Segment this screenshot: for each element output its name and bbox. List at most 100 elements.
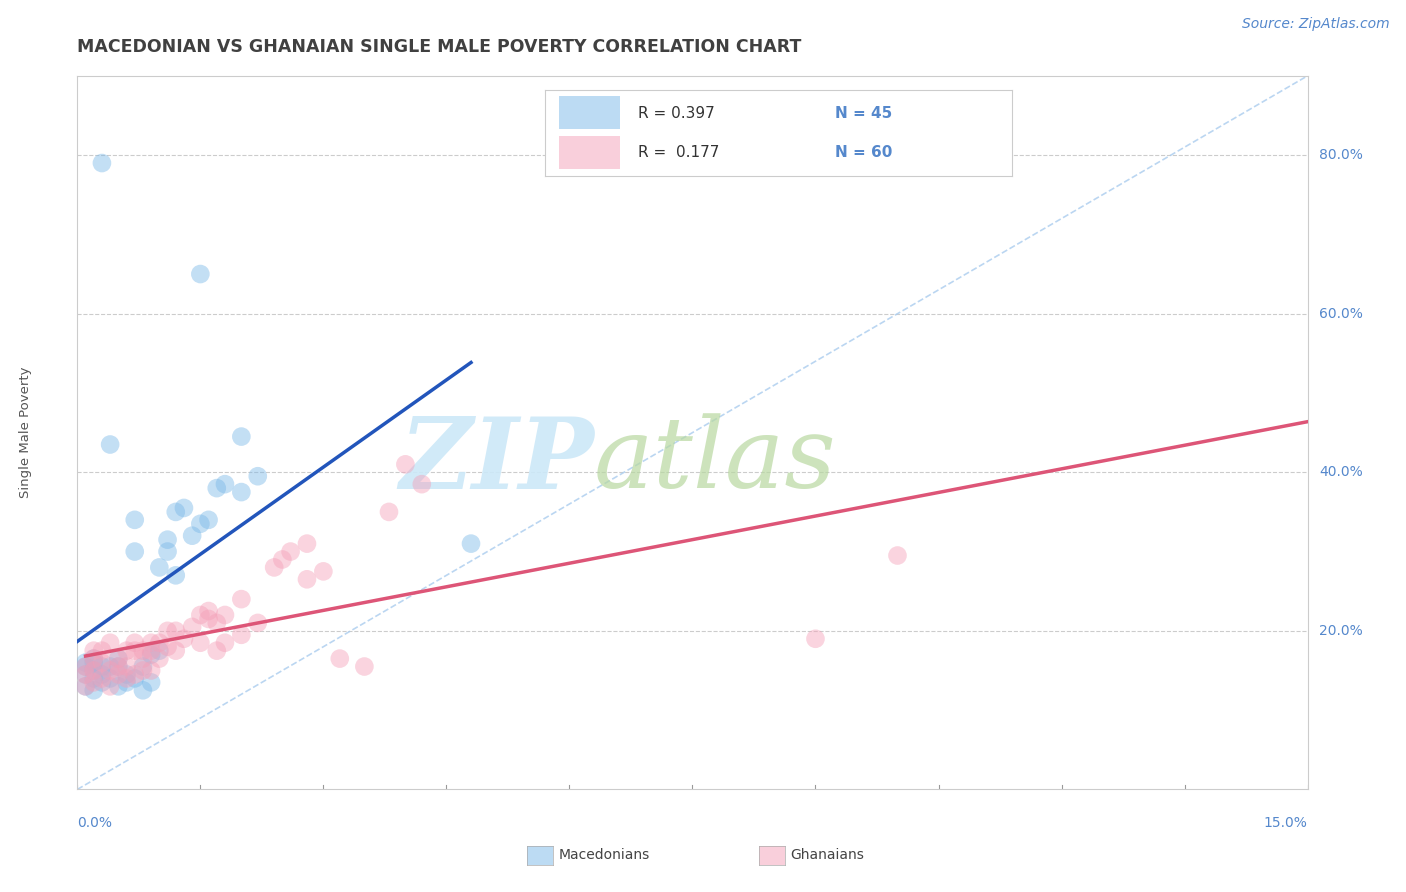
Point xyxy=(115,659,138,673)
Point xyxy=(115,643,138,657)
Point xyxy=(141,675,163,690)
Point xyxy=(98,672,121,686)
Point xyxy=(132,683,155,698)
Point xyxy=(181,529,204,543)
Text: atlas: atlas xyxy=(595,414,837,508)
Point xyxy=(205,643,228,657)
Point xyxy=(107,651,129,665)
Point xyxy=(75,659,97,673)
Point xyxy=(205,481,228,495)
Point xyxy=(156,640,179,654)
Point xyxy=(804,632,827,646)
Text: 40.0%: 40.0% xyxy=(1319,466,1362,479)
Point xyxy=(124,667,146,681)
Text: Single Male Poverty: Single Male Poverty xyxy=(18,367,32,499)
Point xyxy=(353,659,375,673)
Point xyxy=(188,516,212,531)
Point xyxy=(90,659,114,673)
Point xyxy=(280,544,302,558)
Point xyxy=(107,659,129,673)
Text: Macedonians: Macedonians xyxy=(558,847,650,862)
Point xyxy=(75,667,97,681)
Point xyxy=(156,624,179,638)
Point xyxy=(83,664,105,678)
Text: 20.0%: 20.0% xyxy=(1319,624,1362,638)
Point xyxy=(141,648,163,662)
Text: Source: ZipAtlas.com: Source: ZipAtlas.com xyxy=(1241,17,1389,31)
Point xyxy=(141,643,163,657)
Point xyxy=(156,544,179,558)
Point xyxy=(181,620,204,634)
Point xyxy=(83,656,105,670)
Point xyxy=(90,656,114,670)
Point xyxy=(75,679,97,693)
Point xyxy=(124,544,146,558)
Point xyxy=(90,643,114,657)
Text: 60.0%: 60.0% xyxy=(1319,307,1362,321)
Point xyxy=(132,643,155,657)
Point xyxy=(188,636,212,650)
Point xyxy=(214,607,236,622)
Point xyxy=(148,651,170,665)
Point xyxy=(124,513,146,527)
Point xyxy=(886,549,908,563)
Point xyxy=(98,437,121,451)
Point xyxy=(460,536,482,550)
Point xyxy=(165,505,187,519)
Point xyxy=(231,592,253,607)
Point xyxy=(141,664,163,678)
Point xyxy=(246,469,269,483)
Point xyxy=(188,267,212,281)
Point xyxy=(246,615,269,630)
Point xyxy=(197,513,219,527)
Point xyxy=(98,679,121,693)
Point xyxy=(197,604,219,618)
Point xyxy=(329,651,352,665)
Point xyxy=(124,636,146,650)
Point xyxy=(107,659,129,673)
Point xyxy=(148,636,170,650)
Point xyxy=(107,667,129,681)
Point xyxy=(132,659,155,673)
Point xyxy=(115,667,138,681)
Point xyxy=(165,624,187,638)
Point xyxy=(263,560,285,574)
Point xyxy=(173,632,195,646)
Point xyxy=(124,672,146,686)
Point xyxy=(75,656,97,670)
Point xyxy=(90,672,114,686)
Point xyxy=(90,667,114,681)
Point xyxy=(231,485,253,500)
Point xyxy=(83,643,105,657)
Text: 0.0%: 0.0% xyxy=(77,816,112,830)
Point xyxy=(411,477,433,491)
Point xyxy=(75,667,97,681)
Point xyxy=(132,664,155,678)
Point xyxy=(271,552,294,566)
Point xyxy=(231,628,253,642)
Point xyxy=(90,156,114,170)
Point xyxy=(188,607,212,622)
Point xyxy=(197,612,219,626)
Point xyxy=(141,636,163,650)
Point xyxy=(83,651,105,665)
Point xyxy=(148,643,170,657)
Point xyxy=(165,568,187,582)
Point xyxy=(115,672,138,686)
Point xyxy=(394,458,416,472)
Point xyxy=(165,643,187,657)
Point xyxy=(115,675,138,690)
Point xyxy=(107,679,129,693)
Point xyxy=(231,429,253,443)
Text: Ghanaians: Ghanaians xyxy=(790,847,865,862)
Point xyxy=(83,675,105,690)
Text: ZIP: ZIP xyxy=(399,413,595,509)
Text: MACEDONIAN VS GHANAIAN SINGLE MALE POVERTY CORRELATION CHART: MACEDONIAN VS GHANAIAN SINGLE MALE POVER… xyxy=(77,38,801,56)
Point xyxy=(98,664,121,678)
Point xyxy=(83,672,105,686)
Point xyxy=(214,477,236,491)
Point xyxy=(148,560,170,574)
Point xyxy=(98,659,121,673)
Point xyxy=(75,659,97,673)
Point xyxy=(124,643,146,657)
